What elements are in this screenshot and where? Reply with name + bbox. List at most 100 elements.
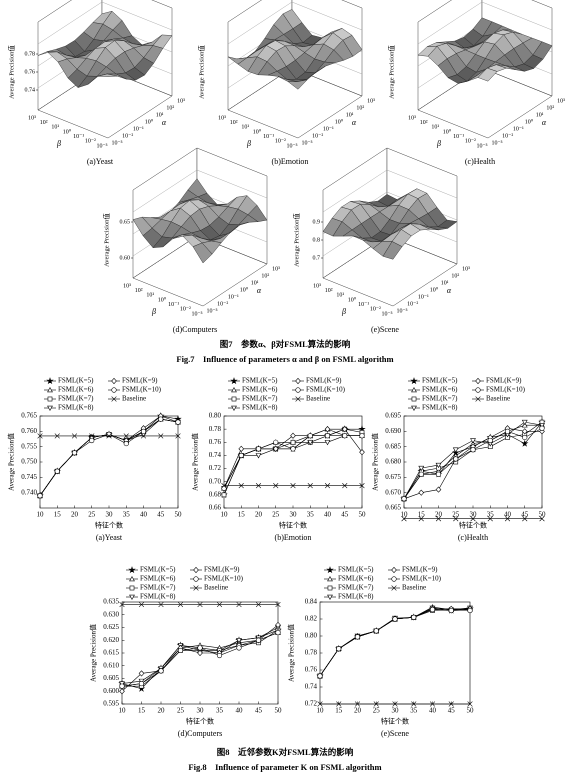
alpha-tick-label: 10¹ [156,112,164,118]
beta-tick-label: 10¹ [431,125,439,131]
figure-caption-cn: 图8 近邻参数K对FSML算法的影响 [217,747,354,757]
series-line [39,415,179,496]
legend-label: Baseline [402,584,426,592]
beta-tick-label: 10¹ [336,293,344,299]
legend-marker [129,575,135,582]
alpha-tick-label: 10³ [462,266,470,272]
legend-label: FSML(K=10) [204,575,244,583]
beta-tick-label: 10⁻² [465,139,476,145]
point [429,701,436,707]
x-tick-label: 10 [401,511,409,519]
figure-caption-en: Fig.7 Influence of parameters α and β on… [176,354,393,364]
y-tick-label: 0.675 [385,473,401,481]
alpha-tick-label: 10⁻³ [492,140,503,146]
wall-grid [37,1,173,45]
y-tick-label: 0.605 [103,674,119,682]
y-tick-label: 0.78 [209,425,222,433]
x-tick-label: 40 [429,707,437,715]
beta-tick-label: 10⁰ [158,296,167,303]
alpha-tick-label: 10⁻³ [112,140,123,146]
point [71,433,78,439]
point [307,440,314,446]
beta-tick-label: 10⁻³ [192,311,203,317]
line-chart: 0.740 0.745 0.750 0.755 0.760 0.765 10 15 20 25 30… [7,377,182,542]
legend-label: FSML(K=6) [338,575,374,583]
line-chart: 0.72 0.74 0.76 0.78 0.80 0.82 0.84 10 15 20 25 30 35… [287,566,474,738]
legend-label: FSML(K=7) [338,584,374,592]
point [37,493,43,499]
series-line [121,632,279,687]
point [175,419,181,425]
alpha-tick-label: 10⁻² [407,301,418,307]
x-tick-label: 45 [448,707,456,715]
legend-marker [47,405,53,412]
point [467,607,473,614]
chart-caption: (d)Computers [178,729,222,738]
y-tick-label: 0.74 [209,451,222,459]
legend-marker [391,585,397,591]
x-tick-label: 25 [88,511,96,519]
legend-marker [295,387,301,393]
point [418,471,424,477]
point [435,471,442,477]
alpha-tick-label: 10² [261,273,269,279]
point [470,438,476,444]
beta-label: β [436,139,441,148]
point [54,433,60,439]
point [221,485,227,491]
chart-caption: (e)Scene [381,729,409,738]
y-tick-label: 0.695 [385,412,401,420]
y-tick-label: 0.66 [209,504,222,512]
beta-tick-label: 10⁻² [180,307,191,313]
z-axis-label: Average Precision值 [291,213,300,267]
legend-marker [391,576,397,582]
x-tick-label: 40 [324,511,332,519]
y-tick-label: 0.755 [21,442,37,450]
alpha-tick-label: 10⁻¹ [228,294,239,300]
x-tick-label: 15 [54,511,62,519]
legend-marker [231,396,237,402]
y-axis-label: Average Precision值 [7,433,16,491]
z-tick-label: 0.9 [313,219,321,225]
alpha-tick-label: 10⁻³ [397,308,408,314]
legend-marker [295,396,301,402]
point [158,601,164,608]
z-tick-label: 0.8 [313,237,321,243]
legend-label: FSML(K=9) [122,377,158,385]
legend-marker [46,377,54,385]
surface-plot: Average Precision值10³10²10¹10⁰10⁻¹10⁻²10… [196,0,375,166]
legend-marker [193,566,199,574]
legend-marker [326,566,334,574]
y-tick-label: 0.600 [103,687,119,695]
point [401,516,407,522]
series-line [403,421,543,499]
legend-marker [475,377,481,385]
beta-tick-label: 10² [40,120,48,126]
alpha-tick-label: 10⁻¹ [513,126,524,132]
alpha-tick-label: 10⁰ [525,118,534,125]
legend-label: FSML(K=8) [338,593,374,601]
legend-marker [129,585,135,591]
point [324,483,331,489]
line-chart: 0.595 0.600 0.605 0.610 0.615 0.620 0.625 0.630… [89,566,282,738]
series-line [121,629,279,690]
alpha-tick-label: 10³ [557,98,565,104]
beta-label: β [56,139,61,148]
legend-label: FSML(K=8) [140,593,176,601]
legend-marker [128,566,136,574]
point [504,516,511,522]
x-tick-label: 50 [175,511,183,519]
panel-caption: (a)Yeast [87,157,114,166]
floor [132,235,268,307]
point [119,688,125,695]
point [275,621,281,629]
series-line [403,421,543,499]
floor [227,67,363,139]
x-tick-label: 35 [307,511,315,519]
z-tick-label: 0.60 [120,255,131,261]
x-tick-label: 45 [157,511,165,519]
legend-label: FSML(K=6) [58,386,94,394]
point [158,433,164,439]
legend-label: FSML(K=5) [338,566,374,574]
